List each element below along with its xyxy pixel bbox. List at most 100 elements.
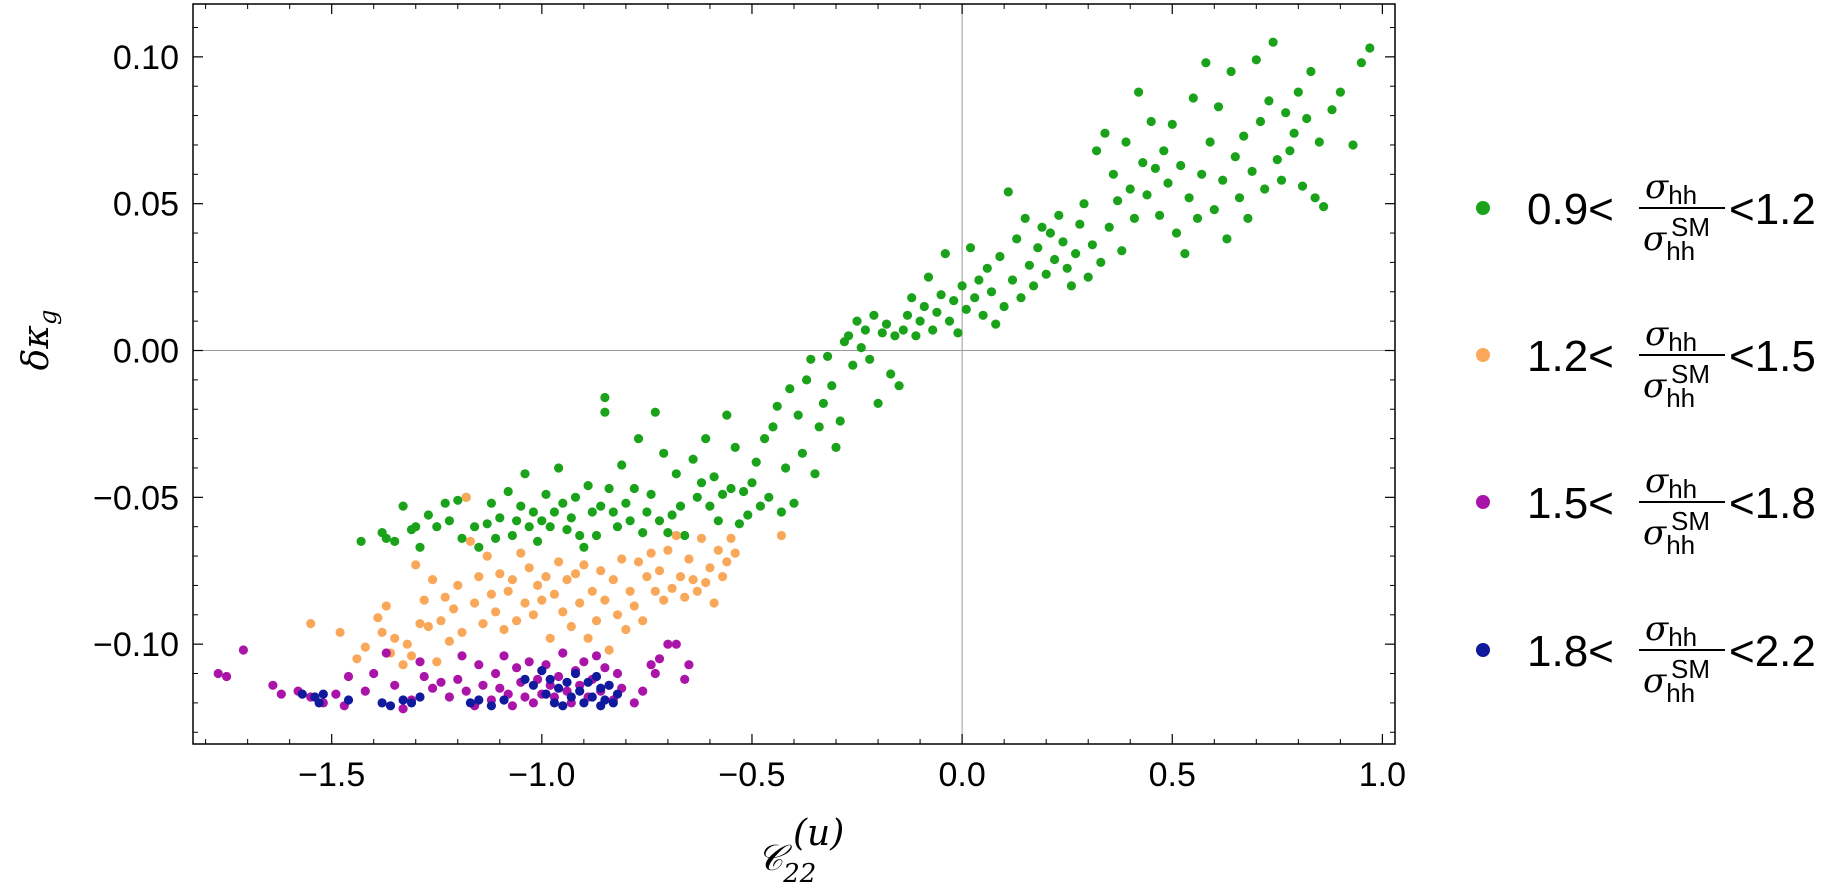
data-point xyxy=(470,522,480,532)
data-point xyxy=(654,516,665,526)
data-point xyxy=(1306,66,1316,77)
data-point xyxy=(1079,199,1089,209)
legend-numerator-symbol: σ xyxy=(1645,461,1669,501)
data-point xyxy=(692,492,702,502)
data-point xyxy=(621,624,631,635)
data-point xyxy=(524,563,534,573)
data-point xyxy=(516,548,526,558)
data-point xyxy=(760,434,770,444)
data-point xyxy=(675,572,686,582)
data-point xyxy=(831,442,841,452)
data-point xyxy=(537,516,547,526)
legend-denominator-sup: SM xyxy=(1671,359,1710,389)
data-point xyxy=(520,598,530,608)
data-point xyxy=(377,698,387,708)
data-point xyxy=(869,310,879,320)
data-point xyxy=(856,343,866,353)
y-tick-label: −0.05 xyxy=(93,479,179,517)
tick-labels: −1.5 −1.0 −0.5 0.0 0.5 1.0 −0.10 −0.05 0.00 0.05 0… xyxy=(93,39,1406,794)
data-point xyxy=(482,519,492,529)
legend-denominator-symbol: σ xyxy=(1643,661,1667,701)
data-point xyxy=(562,575,572,585)
data-point xyxy=(881,319,892,329)
data-point xyxy=(646,660,656,670)
data-point xyxy=(705,501,715,511)
data-point xyxy=(1083,272,1093,282)
legend-marker xyxy=(1476,348,1490,362)
data-point xyxy=(1071,249,1081,259)
data-point xyxy=(1125,184,1135,194)
data-point xyxy=(709,472,719,482)
data-point xyxy=(545,522,555,532)
data-point xyxy=(545,674,555,685)
data-point xyxy=(1029,281,1039,291)
legend-marker xyxy=(1476,643,1490,657)
data-point xyxy=(449,604,459,614)
data-point xyxy=(415,619,425,629)
data-point xyxy=(877,328,887,338)
legend-denominator: σhh xyxy=(1643,513,1695,560)
data-point xyxy=(398,695,408,705)
data-point xyxy=(1209,205,1219,215)
x-tick-label: 1.0 xyxy=(1359,756,1406,794)
data-point xyxy=(781,463,791,473)
data-point xyxy=(949,296,959,306)
data-point xyxy=(961,304,971,314)
data-point xyxy=(549,507,560,517)
data-point xyxy=(650,407,660,417)
data-point xyxy=(373,613,383,623)
data-point xyxy=(461,686,471,696)
data-point xyxy=(957,281,967,291)
data-point xyxy=(570,569,581,579)
legend-denominator: σhh xyxy=(1643,661,1695,708)
data-point xyxy=(570,492,581,502)
data-point xyxy=(453,580,463,591)
data-point xyxy=(520,692,530,702)
data-point xyxy=(1050,254,1060,265)
data-point xyxy=(1293,87,1303,97)
ticks xyxy=(193,4,1395,744)
data-point xyxy=(789,498,799,508)
data-point xyxy=(684,660,694,670)
data-point xyxy=(919,301,929,312)
x-axis-label-sub: 22 xyxy=(782,859,816,886)
data-point xyxy=(680,592,690,602)
x-tick-label: 0.5 xyxy=(1149,756,1196,794)
x-tick-label: −1.0 xyxy=(508,756,575,794)
data-point xyxy=(642,507,652,517)
data-point xyxy=(1226,66,1236,77)
data-point xyxy=(575,530,585,541)
data-point xyxy=(675,501,686,511)
data-point xyxy=(268,680,278,690)
data-point xyxy=(583,633,593,643)
x-tick-label: −1.5 xyxy=(298,756,365,794)
data-point xyxy=(932,307,942,317)
data-point xyxy=(730,548,740,558)
data-point xyxy=(596,566,606,576)
data-point xyxy=(986,287,997,297)
data-point xyxy=(797,448,808,458)
data-point xyxy=(491,668,501,679)
data-point xyxy=(398,660,408,670)
data-point xyxy=(343,671,354,682)
data-point xyxy=(428,575,438,585)
data-point xyxy=(554,463,564,473)
data-point xyxy=(991,319,1001,329)
data-point xyxy=(558,701,568,711)
data-point xyxy=(537,666,547,676)
legend-numerator: σhh xyxy=(1645,167,1697,210)
legend-numerator-symbol: σ xyxy=(1645,609,1669,649)
data-point xyxy=(701,577,711,588)
data-point xyxy=(1108,169,1118,179)
data-point xyxy=(646,548,656,558)
data-point xyxy=(1134,87,1144,97)
data-point xyxy=(1155,210,1165,220)
data-point xyxy=(432,522,442,532)
data-point xyxy=(520,469,530,479)
data-point xyxy=(764,492,774,502)
data-point xyxy=(696,533,707,544)
data-point xyxy=(352,654,362,664)
data-point xyxy=(1121,137,1131,147)
data-point xyxy=(436,616,446,626)
data-point xyxy=(1104,222,1114,232)
